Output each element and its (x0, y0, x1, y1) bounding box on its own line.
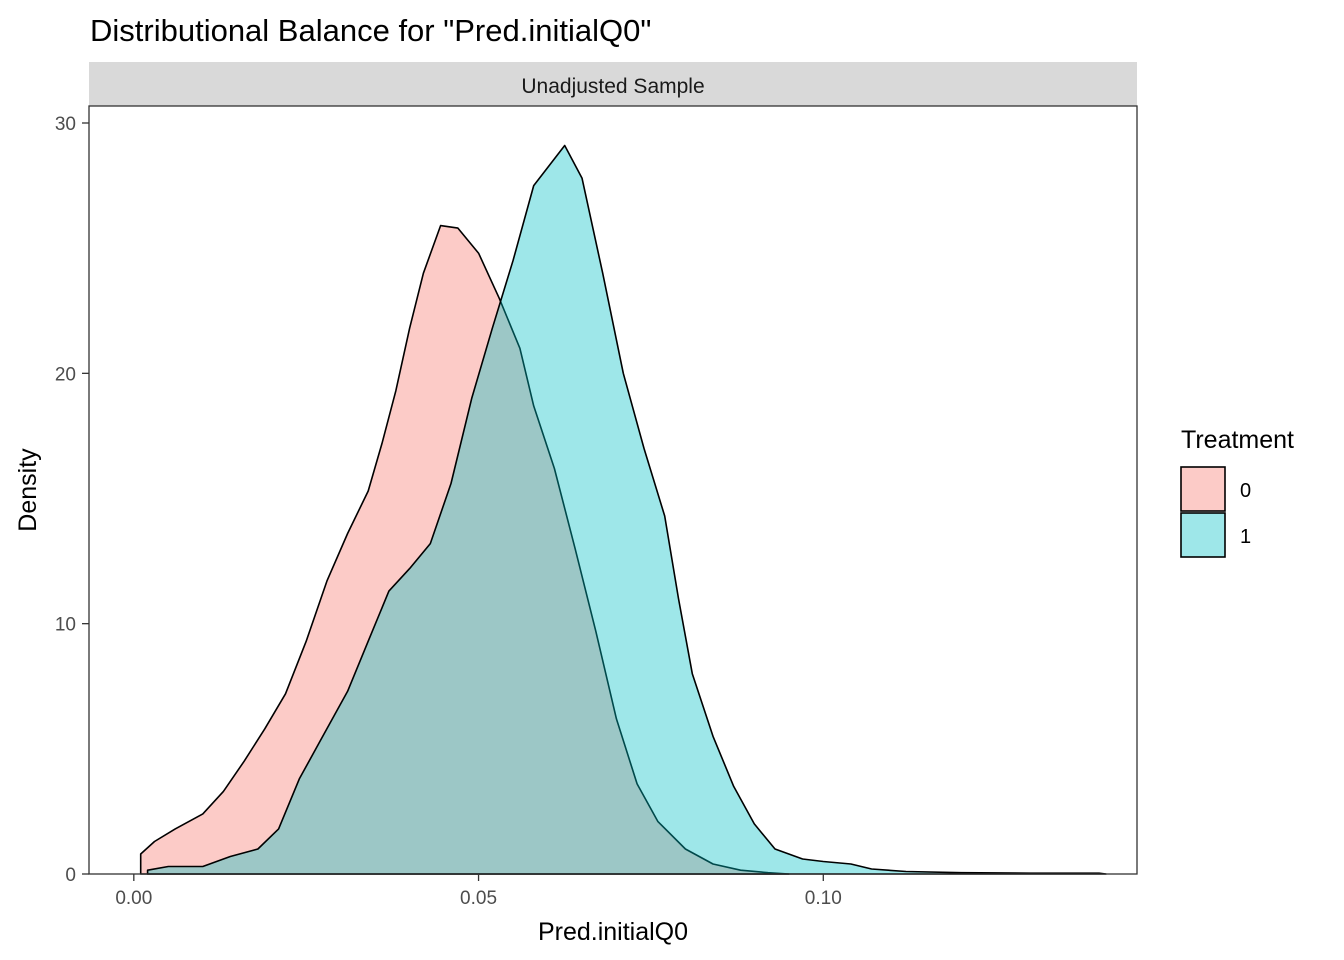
y-tick-label: 0 (65, 865, 76, 886)
facet-strip (89, 62, 1137, 106)
legend-key-background (1181, 467, 1225, 511)
x-axis: 0.00 0.05 0.10 (115, 874, 842, 909)
x-axis-title: Pred.initialQ0 (538, 918, 688, 946)
legend-label-treatment-0: 0 (1240, 480, 1251, 502)
plot-panel (89, 106, 1137, 874)
density-area-treatment-1 (146, 144, 1107, 875)
y-axis: 0 10 20 30 (55, 114, 89, 886)
chart-title: Distributional Balance for "Pred.initial… (90, 13, 651, 48)
series-layer (139, 144, 1107, 875)
legend-key-treatment-0 (1180, 466, 1226, 512)
density-area-treatment-0 (139, 224, 790, 875)
legend: Treatment 0 1 (1180, 426, 1294, 558)
legend-title: Treatment (1181, 426, 1294, 454)
legend-key-treatment-1 (1180, 512, 1226, 558)
x-tick-label: 0.05 (460, 888, 497, 909)
y-tick-label: 30 (55, 114, 76, 135)
y-tick-label: 20 (55, 364, 76, 385)
legend-label-treatment-1: 1 (1240, 526, 1251, 548)
facet-strip-label: Unadjusted Sample (521, 75, 704, 98)
y-axis-title: Density (14, 448, 42, 532)
legend-key-background (1181, 513, 1225, 557)
y-tick-label: 10 (55, 615, 76, 636)
plot-panel-border (88, 105, 1138, 875)
x-tick-label: 0.10 (805, 888, 842, 909)
x-tick-label: 0.00 (115, 888, 152, 909)
